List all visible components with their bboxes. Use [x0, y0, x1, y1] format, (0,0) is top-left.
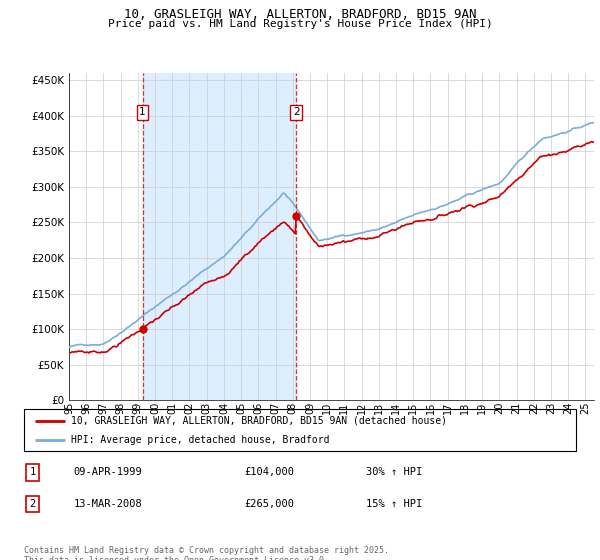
Text: £265,000: £265,000	[245, 499, 295, 508]
Text: 15% ↑ HPI: 15% ↑ HPI	[366, 499, 422, 508]
Text: £104,000: £104,000	[245, 468, 295, 478]
Text: 09-APR-1999: 09-APR-1999	[74, 468, 142, 478]
Text: HPI: Average price, detached house, Bradford: HPI: Average price, detached house, Brad…	[71, 435, 329, 445]
Text: 1: 1	[29, 468, 36, 478]
Text: 10, GRASLEIGH WAY, ALLERTON, BRADFORD, BD15 9AN: 10, GRASLEIGH WAY, ALLERTON, BRADFORD, B…	[124, 8, 476, 21]
Text: 2: 2	[29, 499, 36, 508]
Text: 13-MAR-2008: 13-MAR-2008	[74, 499, 142, 508]
Text: 10, GRASLEIGH WAY, ALLERTON, BRADFORD, BD15 9AN (detached house): 10, GRASLEIGH WAY, ALLERTON, BRADFORD, B…	[71, 416, 447, 426]
Text: Contains HM Land Registry data © Crown copyright and database right 2025.
This d: Contains HM Land Registry data © Crown c…	[24, 546, 389, 560]
Text: 2: 2	[293, 107, 299, 117]
Text: Price paid vs. HM Land Registry's House Price Index (HPI): Price paid vs. HM Land Registry's House …	[107, 19, 493, 29]
Bar	[143, 73, 296, 400]
Text: 30% ↑ HPI: 30% ↑ HPI	[366, 468, 422, 478]
Text: 1: 1	[139, 107, 146, 117]
